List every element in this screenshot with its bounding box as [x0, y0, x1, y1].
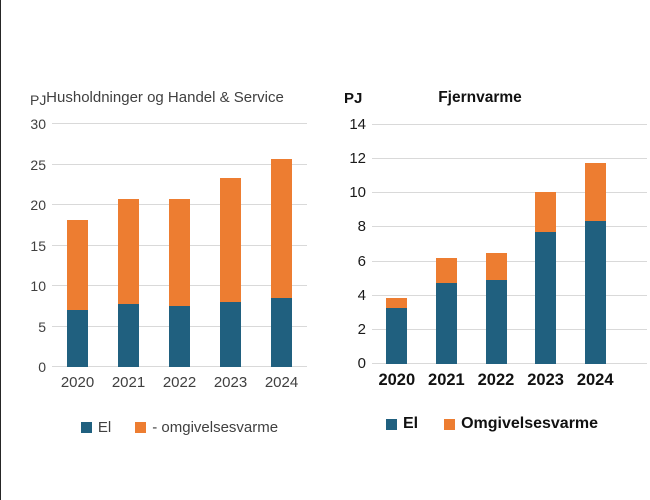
legend-label-omgivelsesvarme: Omgivelsesvarme [461, 415, 599, 432]
gridline [372, 328, 647, 330]
y-tick-label: 10 [30, 278, 46, 294]
y-tick-label: 4 [357, 286, 366, 304]
gridline [372, 158, 647, 160]
legend-label-el: El [97, 419, 112, 436]
bar-segment-omgivelsesvarme-2023 [535, 192, 557, 232]
legend-item-omgivelsesvarme: Omgivelsesvarme [444, 415, 598, 433]
bar-segment-omgivelsesvarme-2020 [386, 298, 408, 308]
gridline [372, 260, 647, 262]
y-tick-label: 5 [38, 318, 46, 335]
plot-area: 0 5 10 15 20 25 30 2020 2021 2022 2023 2024 [30, 116, 307, 391]
gridline [52, 163, 307, 165]
x-tick-label: 2022 [162, 374, 197, 391]
bar-segment-el-2022 [485, 280, 507, 364]
legend-label-el: El [402, 415, 419, 432]
bar-segment-el-2022 [169, 306, 190, 367]
x-tick-label: 2024 [576, 371, 614, 389]
gridline [52, 123, 307, 124]
y-tick-label: 8 [357, 218, 366, 236]
bar-segment-omgivelsesvarme-2020 [67, 220, 88, 311]
legend-swatch-el [80, 422, 92, 433]
y-tick-label: 25 [30, 156, 46, 173]
bar-segment-el-2024 [584, 220, 606, 364]
legend-item-el: El [385, 415, 419, 433]
y-tick-label: 0 [357, 355, 366, 372]
y-tick-label: 14 [349, 116, 366, 133]
bar-segment-omgivelsesvarme-2022 [485, 253, 507, 281]
y-tick-label: 20 [30, 197, 46, 213]
bar-segment-el-2023 [535, 231, 557, 364]
y-tick-label: 2 [357, 320, 366, 338]
bar-segment-omgivelsesvarme-2024 [271, 158, 292, 299]
chart-title: Fjernvarme [438, 89, 522, 106]
legend-label-omgivelsesvarme: - omgivelsesvarme [152, 419, 279, 436]
bar-segment-omgivelsesvarme-2024 [584, 163, 606, 221]
legend-swatch-omgivelsesvarme [444, 418, 456, 430]
y-tick-label: 12 [349, 150, 366, 168]
y-tick-label: 15 [30, 237, 46, 254]
x-tick-label: 2022 [477, 371, 515, 389]
gridline [372, 226, 647, 228]
bar-segment-omgivelsesvarme-2023 [220, 178, 241, 303]
y-tick-label: 0 [38, 359, 46, 375]
bar-segment-el-2023 [220, 302, 241, 367]
x-tick-label: 2020 [60, 374, 95, 391]
legend-swatch-omgivelsesvarme [135, 422, 147, 433]
y-axis-unit-label: PJ [344, 90, 363, 107]
bar-segment-el-2020 [386, 307, 408, 364]
x-tick-label: 2021 [111, 374, 146, 391]
gridline [372, 363, 647, 364]
bar-segment-omgivelsesvarme-2021 [435, 258, 457, 283]
x-tick-label: 2020 [378, 371, 416, 389]
x-tick-label: 2023 [527, 371, 564, 389]
bar-segment-omgivelsesvarme-2022 [169, 199, 190, 307]
legend: El - omgivelsesvarme [52, 419, 307, 436]
x-tick-label: 2024 [264, 374, 299, 391]
legend-item-omgivelsesvarme: - omgivelsesvarme [135, 419, 278, 436]
gridline [372, 124, 647, 125]
plot-area: 0 2 4 6 8 10 12 14 2020 2021 2022 2023 2024 [349, 117, 647, 389]
legend-swatch-el [385, 418, 397, 430]
bar-segment-el-2021 [118, 303, 139, 367]
x-tick-label: 2023 [213, 374, 248, 391]
y-axis-unit-label: PJ [30, 92, 47, 108]
bar-segment-el-2021 [435, 282, 457, 364]
bar-segment-el-2024 [271, 298, 292, 367]
x-tick-label: 2021 [428, 371, 465, 389]
y-tick-label: 6 [357, 252, 366, 270]
chart-title: Husholdninger og Handel & Service [46, 89, 284, 106]
gridline [372, 192, 647, 194]
legend-item-el: El [80, 419, 112, 436]
y-tick-label: 30 [30, 116, 46, 132]
bar-segment-omgivelsesvarme-2021 [118, 199, 139, 304]
left-border-line [0, 0, 1, 500]
legend: El Omgivelsesvarme [364, 415, 620, 433]
bar-segment-el-2020 [67, 310, 88, 367]
y-tick-label: 10 [349, 184, 366, 202]
gridline [372, 294, 647, 296]
